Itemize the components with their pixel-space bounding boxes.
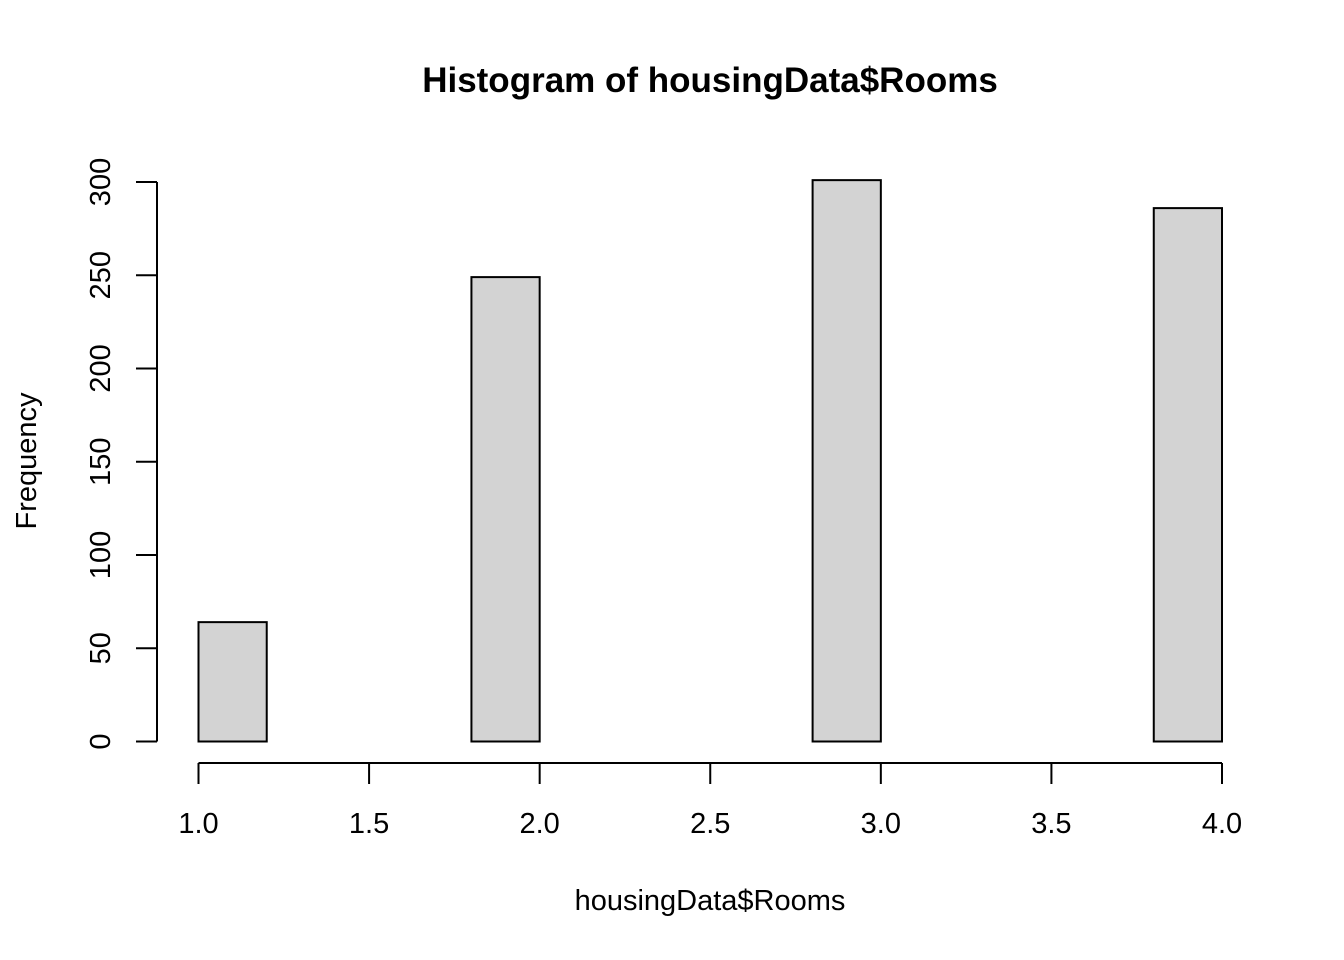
y-tick-label: 50 (85, 632, 117, 664)
histogram-bar (811, 179, 882, 743)
y-tick-label: 200 (85, 344, 117, 392)
x-axis: 1.0 1.5 2.0 2.5 3.0 3.5 4.0 (178, 762, 1242, 840)
y-tick-label: 150 (85, 438, 117, 486)
histogram-bar (197, 621, 268, 743)
x-tick-label: 3.5 (1031, 808, 1071, 840)
histogram-bar (470, 276, 541, 743)
x-tick-label: 3.0 (861, 808, 901, 840)
x-axis-label: housingData$Rooms (575, 885, 846, 917)
y-tick-label: 250 (85, 251, 117, 299)
y-tick-label: 100 (85, 531, 117, 579)
histogram-bar (1152, 207, 1224, 743)
bars-group (197, 179, 1224, 743)
x-tick-label: 2.5 (690, 808, 730, 840)
y-axis-label: Frequency (11, 392, 43, 530)
x-tick-label: 2.0 (520, 808, 560, 840)
x-tick-label: 1.5 (349, 808, 389, 840)
y-tick-label: 0 (85, 733, 117, 749)
x-tick-label: 1.0 (178, 808, 218, 840)
y-axis: 0 50 100 150 200 250 300 (85, 158, 158, 750)
x-tick-label: 4.0 (1202, 808, 1242, 840)
y-tick-label: 300 (85, 158, 117, 206)
chart-title: Histogram of housingData$Rooms (422, 61, 998, 100)
